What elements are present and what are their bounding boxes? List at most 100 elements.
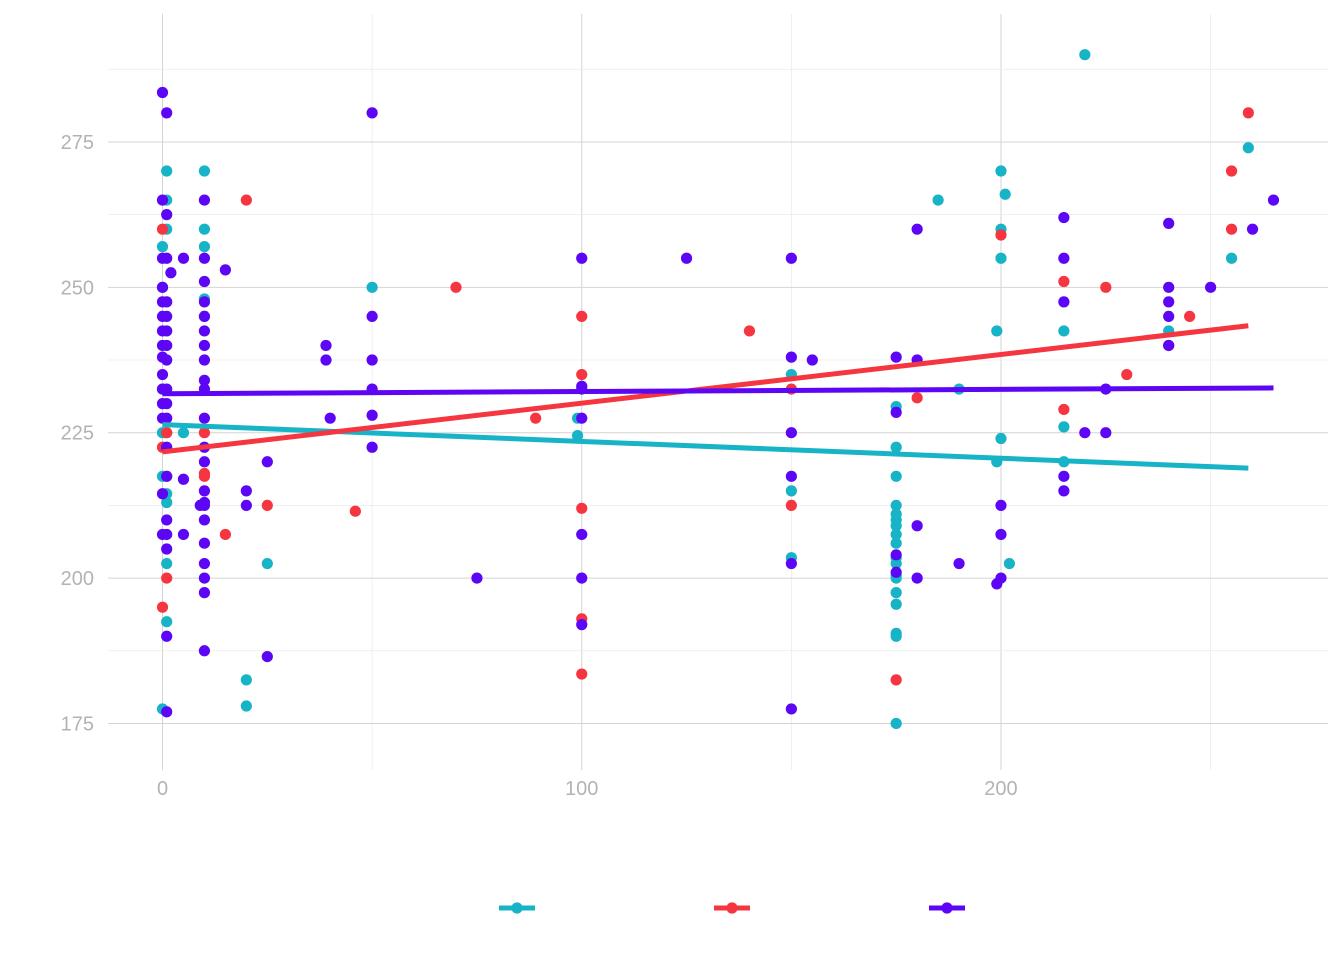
data-point <box>785 427 797 439</box>
data-point <box>995 572 1007 584</box>
data-point <box>785 499 797 511</box>
data-point <box>156 194 169 206</box>
data-point <box>261 557 273 570</box>
data-point <box>890 630 902 642</box>
data-point <box>161 427 173 439</box>
data-point <box>161 630 173 642</box>
series-2-points <box>156 107 1254 686</box>
data-point <box>576 368 588 381</box>
data-point <box>161 354 173 366</box>
data-point <box>1225 223 1238 235</box>
data-point <box>240 700 252 712</box>
y-tick-label: 275 <box>61 132 94 154</box>
data-point <box>1121 368 1133 381</box>
data-point <box>156 223 169 235</box>
data-point <box>530 412 542 424</box>
data-point <box>890 520 902 532</box>
data-point <box>576 668 588 680</box>
data-point <box>161 496 173 509</box>
data-point <box>1163 310 1175 322</box>
data-point <box>198 557 211 570</box>
data-point <box>1058 252 1070 264</box>
data-point <box>161 470 173 482</box>
data-point <box>156 241 169 253</box>
data-point <box>785 557 797 570</box>
data-point <box>1058 403 1070 416</box>
data-point <box>995 165 1007 177</box>
data-point <box>198 572 211 584</box>
data-point <box>890 598 902 610</box>
trend-lines <box>162 323 1274 471</box>
data-point <box>366 441 378 453</box>
data-point <box>911 520 923 532</box>
data-point <box>953 557 965 570</box>
y-tick-label: 225 <box>61 423 94 445</box>
data-point <box>156 368 169 381</box>
data-point <box>890 441 902 453</box>
data-point <box>999 188 1011 200</box>
data-point <box>177 473 190 485</box>
data-point <box>320 339 332 352</box>
y-tick-label: 200 <box>61 568 94 590</box>
data-point <box>1058 325 1070 337</box>
data-point <box>161 398 173 410</box>
legend-key-point <box>511 902 523 914</box>
series-3-trend-line <box>162 385 1274 397</box>
data-point <box>785 470 797 482</box>
data-point <box>576 528 588 541</box>
data-point <box>1163 281 1175 293</box>
data-point <box>576 412 588 424</box>
y-tick-label: 250 <box>61 277 94 299</box>
data-point <box>161 616 173 628</box>
data-point <box>198 223 211 235</box>
data-point <box>366 107 378 119</box>
data-point <box>1058 470 1070 482</box>
data-point <box>161 412 173 424</box>
data-point <box>1058 211 1070 224</box>
data-point <box>198 374 211 386</box>
data-point <box>1058 275 1070 288</box>
y-tick-label: 175 <box>61 713 94 735</box>
data-point <box>198 499 211 511</box>
data-point <box>261 499 273 511</box>
data-point <box>366 354 378 366</box>
data-point <box>198 485 211 497</box>
data-point <box>890 717 902 730</box>
data-point <box>1246 223 1259 235</box>
data-point <box>165 267 177 279</box>
data-point <box>366 409 378 421</box>
data-points <box>156 49 1280 730</box>
data-point <box>995 499 1007 511</box>
data-point <box>161 572 173 584</box>
data-point <box>161 310 173 322</box>
data-point <box>349 505 361 517</box>
data-point <box>1058 485 1070 497</box>
data-point <box>320 354 332 366</box>
data-point <box>198 456 211 468</box>
data-point <box>576 502 588 514</box>
data-point <box>995 528 1007 541</box>
data-point <box>1163 296 1175 308</box>
data-point <box>366 310 378 322</box>
data-point <box>240 674 252 686</box>
data-point <box>161 706 173 718</box>
data-point <box>890 537 902 549</box>
data-point <box>261 651 273 663</box>
legend <box>499 902 965 914</box>
data-point <box>743 325 756 337</box>
data-point <box>156 488 169 500</box>
data-point <box>161 528 173 541</box>
data-point <box>198 645 211 657</box>
data-point <box>890 549 902 561</box>
data-point <box>198 587 211 599</box>
data-point <box>995 432 1007 445</box>
data-point <box>1079 49 1091 61</box>
data-point <box>198 354 211 366</box>
data-point <box>571 430 584 442</box>
legend-key-point <box>941 902 953 914</box>
data-point <box>161 325 173 337</box>
data-point <box>161 252 173 264</box>
data-point <box>161 543 173 555</box>
data-point <box>198 275 211 288</box>
